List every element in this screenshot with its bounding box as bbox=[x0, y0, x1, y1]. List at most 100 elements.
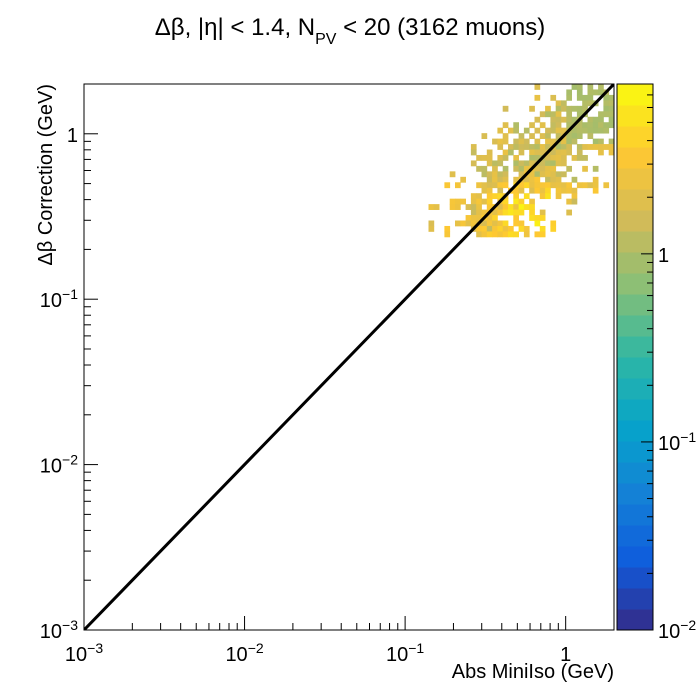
heatmap-cell bbox=[587, 84, 594, 90]
color-scale-step bbox=[617, 378, 653, 400]
heatmap-cell bbox=[449, 198, 456, 205]
heatmap-cell bbox=[576, 154, 583, 161]
heatmap-cell bbox=[571, 105, 578, 112]
heatmap-cell bbox=[587, 144, 594, 150]
y-tick-labels: 10−310−210−11 bbox=[40, 125, 78, 643]
heatmap-cell bbox=[534, 149, 541, 156]
heatmap-cell bbox=[513, 154, 519, 161]
x-tick-label-exponent: −2 bbox=[248, 640, 264, 656]
heatmap-cell bbox=[470, 198, 477, 205]
color-scale-step bbox=[617, 420, 653, 442]
heatmap-cell bbox=[444, 182, 451, 189]
heatmap-cell bbox=[529, 204, 535, 210]
heatmap-cell bbox=[545, 111, 551, 118]
heatmap-cell bbox=[486, 231, 493, 238]
heatmap-cell bbox=[539, 171, 546, 178]
heatmap-cell bbox=[455, 182, 461, 189]
heatmap-cell bbox=[566, 165, 572, 172]
heatmap-cell bbox=[497, 209, 504, 216]
heatmap-cell bbox=[449, 204, 456, 210]
heatmap-cell bbox=[518, 187, 525, 194]
heatmap-cell bbox=[518, 198, 525, 205]
y-tick-label-exponent: −2 bbox=[62, 452, 78, 468]
heatmap-cell bbox=[513, 187, 519, 194]
color-scale-step bbox=[617, 357, 653, 379]
heatmap-cell bbox=[502, 220, 509, 227]
color-scale-step bbox=[617, 609, 653, 631]
heatmap-cell bbox=[576, 84, 583, 90]
heatmap-cell bbox=[561, 182, 567, 189]
heatmap-cell bbox=[502, 149, 509, 156]
color-scale-labels: 10−210−11 bbox=[658, 245, 696, 643]
heatmap-cell bbox=[603, 111, 610, 118]
heatmap-cell bbox=[523, 176, 530, 183]
plot-frame bbox=[83, 83, 615, 631]
heatmap-cell bbox=[513, 127, 519, 134]
heatmap-cell bbox=[571, 198, 578, 205]
heatmap-cell bbox=[534, 215, 541, 221]
heatmap-cell bbox=[539, 231, 546, 238]
heatmap-cell bbox=[529, 187, 535, 194]
heatmap-cell bbox=[576, 144, 583, 150]
x-tick-label: 10−1 bbox=[386, 640, 424, 666]
heatmap-cell bbox=[555, 111, 562, 118]
color-scale-step bbox=[617, 525, 653, 547]
heatmap-cell bbox=[508, 127, 514, 134]
heatmap-cell bbox=[576, 111, 583, 118]
heatmap-cell bbox=[587, 182, 594, 189]
color-scale-label-exponent: −2 bbox=[680, 617, 696, 633]
heatmap-cell bbox=[598, 138, 604, 145]
y-tick-label-base: 10 bbox=[40, 456, 62, 478]
heatmap-cell bbox=[470, 204, 477, 210]
heatmap-cell bbox=[534, 220, 541, 227]
heatmap-cell bbox=[561, 138, 567, 145]
color-scale-step bbox=[617, 546, 653, 568]
heatmap-cell bbox=[592, 138, 599, 145]
color-scale-step bbox=[617, 168, 653, 190]
heatmap-cell bbox=[444, 231, 451, 238]
heatmap-cell bbox=[566, 116, 572, 123]
heatmap-cell bbox=[529, 122, 535, 129]
heatmap-cell bbox=[545, 144, 551, 150]
color-scale-step bbox=[617, 567, 653, 589]
heatmap-cell bbox=[502, 171, 509, 178]
heatmap-cell bbox=[598, 84, 604, 90]
y-tick-label-base: 10 bbox=[40, 290, 62, 312]
heatmap-cell bbox=[592, 122, 599, 129]
heatmap-cell bbox=[571, 193, 578, 200]
heatmap-cell bbox=[502, 133, 509, 139]
color-scale-bar bbox=[617, 84, 653, 631]
color-scale-step bbox=[617, 126, 653, 148]
color-scale-step bbox=[617, 273, 653, 295]
heatmap-cell bbox=[529, 198, 535, 205]
heatmap-cell bbox=[598, 122, 604, 129]
heatmap-cell bbox=[497, 176, 504, 183]
heatmap-cell bbox=[508, 144, 514, 150]
heatmap-cell bbox=[523, 231, 530, 238]
heatmap-cell bbox=[608, 116, 614, 123]
heatmap-cell bbox=[497, 225, 504, 232]
heatmap-cell bbox=[561, 105, 567, 112]
heatmap-cell bbox=[566, 144, 572, 150]
color-scale-step bbox=[617, 315, 653, 337]
heatmap-cell bbox=[603, 100, 610, 107]
color-scale-step bbox=[617, 210, 653, 232]
heatmap-cell bbox=[518, 138, 525, 145]
heatmap-cell bbox=[523, 127, 530, 134]
heatmap-cell bbox=[555, 187, 562, 194]
heatmap-cell bbox=[481, 198, 488, 205]
heatmap-cell bbox=[529, 149, 535, 156]
heatmap-cell bbox=[497, 160, 504, 167]
heatmap-cell bbox=[539, 111, 546, 118]
heatmap-cell bbox=[502, 231, 509, 238]
heatmap-cell bbox=[539, 122, 546, 129]
heatmap-cell bbox=[502, 105, 509, 112]
heatmap-cell bbox=[476, 231, 482, 238]
heatmap-cell bbox=[534, 171, 541, 178]
heatmap-cell bbox=[513, 160, 519, 167]
heatmap-cell bbox=[486, 149, 493, 156]
heatmap-cell bbox=[534, 116, 541, 123]
heatmap-cell bbox=[486, 176, 493, 183]
heatmap-cell bbox=[481, 165, 488, 172]
heatmap-cell bbox=[608, 138, 614, 145]
